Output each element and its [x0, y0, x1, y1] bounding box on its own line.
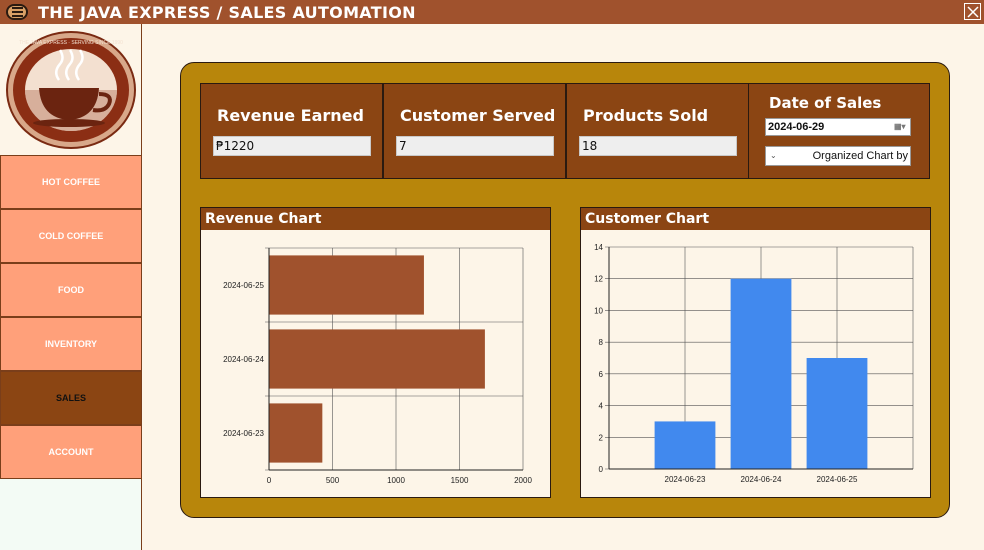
x-tick-label: 1500 [451, 476, 469, 485]
y-tick-label: 14 [594, 243, 603, 252]
organize-chart-label: Organized Chart by [812, 150, 908, 162]
products-card: Products Sold 18 [566, 83, 749, 179]
y-tick-label: 0 [599, 465, 604, 474]
y-tick-label: 2 [599, 433, 604, 442]
title-bar: THE JAVA EXPRESS / SALES AUTOMATION [0, 0, 984, 24]
revenue-chart-panel: Revenue Chart 0 500 1000 1500 2000 2024-06-23… [200, 207, 551, 498]
sidebar-item-account[interactable]: ACCOUNT [0, 425, 142, 479]
customer-bar [730, 278, 792, 469]
sidebar-item-label: ACCOUNT [48, 447, 94, 457]
x-tick-label: 0 [267, 476, 272, 485]
organize-chart-select[interactable]: ⌄ Organized Chart by [765, 146, 911, 166]
x-tick-label: 2000 [514, 476, 532, 485]
y-tick-label: 2024-06-24 [223, 355, 264, 364]
sidebar-item-sales[interactable]: SALES [0, 371, 142, 425]
customer-bar [806, 358, 868, 469]
date-picker[interactable]: 2024-06-29 ▦▾ [765, 118, 911, 136]
customers-label: Customer Served [400, 106, 556, 125]
logo-text: THE JAVA EXPRESS · SERVING SINCE 1990 [19, 40, 123, 46]
logo: THE JAVA EXPRESS · SERVING SINCE 1990 [0, 24, 141, 156]
sidebar-item-food[interactable]: FOOD [0, 263, 142, 317]
y-tick-label: 10 [594, 306, 603, 315]
revenue-card: Revenue Earned ₱1220 [200, 83, 383, 179]
y-tick-label: 12 [594, 275, 603, 284]
close-icon[interactable] [964, 3, 981, 20]
sidebar-item-label: SALES [55, 393, 86, 403]
sidebar-item-inventory[interactable]: INVENTORY [0, 317, 142, 371]
sidebar-item-hot-coffee[interactable]: HOT COFFEE [0, 155, 142, 209]
revenue-chart: 0 500 1000 1500 2000 2024-06-23 2024-06-24 2024… [223, 247, 532, 485]
sidebar-item-label: COLD COFFEE [38, 231, 104, 241]
chevron-down-icon: ⌄ [770, 151, 777, 160]
sidebar: THE JAVA EXPRESS · SERVING SINCE 1990 HO… [0, 24, 142, 550]
revenue-bar [269, 329, 485, 389]
y-tick-label: 2024-06-23 [223, 429, 264, 438]
customer-chart-panel: Customer Chart 0 2 4 6 8 10 12 14 2024-06-23 2024… [580, 207, 931, 498]
customers-card: Customer Served 7 [383, 83, 566, 179]
sidebar-item-cold-coffee[interactable]: COLD COFFEE [0, 209, 142, 263]
x-tick-label: 1000 [387, 476, 405, 485]
customer-chart-title: Customer Chart [581, 208, 930, 230]
date-of-sales-label: Date of Sales [769, 94, 882, 112]
revenue-chart-title: Revenue Chart [201, 208, 550, 230]
revenue-label: Revenue Earned [217, 106, 364, 125]
y-tick-label: 4 [599, 402, 604, 411]
x-tick-label: 2024-06-24 [741, 475, 782, 484]
revenue-bar [269, 255, 424, 315]
calendar-dropdown-icon[interactable]: ▦▾ [894, 122, 906, 131]
sidebar-item-label: HOT COFFEE [42, 177, 100, 187]
x-tick-label: 500 [326, 476, 340, 485]
sidebar-item-label: FOOD [58, 285, 84, 295]
hamburger-menu-icon[interactable] [6, 4, 28, 20]
customer-bar [654, 421, 716, 469]
date-value: 2024-06-29 [768, 121, 825, 133]
app-title: THE JAVA EXPRESS / SALES AUTOMATION [38, 2, 416, 22]
customers-field[interactable]: 7 [396, 136, 554, 156]
x-tick-label: 2024-06-23 [665, 475, 706, 484]
revenue-field[interactable]: ₱1220 [213, 136, 371, 156]
y-tick-label: 2024-06-25 [223, 281, 264, 290]
y-tick-label: 6 [599, 370, 604, 379]
revenue-bar [269, 403, 323, 463]
products-label: Products Sold [583, 106, 709, 125]
coffee-cup-logo-icon: THE JAVA EXPRESS · SERVING SINCE 1990 [5, 31, 136, 149]
x-tick-label: 2024-06-25 [817, 475, 858, 484]
date-filter-card: Date of Sales 2024-06-29 ▦▾ ⌄ Organized … [748, 83, 930, 179]
products-field[interactable]: 18 [579, 136, 737, 156]
customer-chart: 0 2 4 6 8 10 12 14 2024-06-23 2024-06-24 2024-06-2… [594, 243, 914, 484]
y-tick-label: 8 [599, 338, 604, 347]
sidebar-item-label: INVENTORY [44, 339, 97, 349]
